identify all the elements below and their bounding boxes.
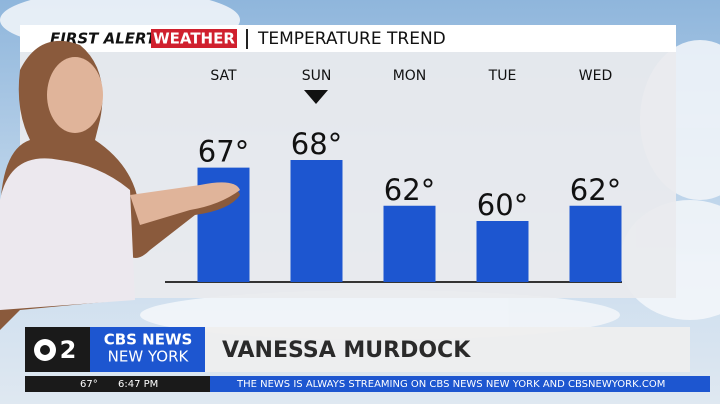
day-label: TUE (488, 68, 517, 84)
ticker-temperature: 67° (80, 379, 98, 390)
badge-box (151, 29, 237, 48)
network-box (90, 327, 205, 372)
badge: WEATHER (153, 30, 235, 48)
today-marker (304, 90, 328, 104)
divider (246, 29, 248, 49)
ticker-text: THE NEWS IS ALWAYS STREAMING ON CBS NEWS… (236, 379, 665, 390)
bar (569, 205, 622, 282)
bar (383, 205, 436, 282)
value-label: 67° (198, 135, 249, 169)
value-label: 60° (477, 188, 528, 222)
network: CBS NEWS (104, 331, 193, 349)
brand: FIRST ALERT (50, 30, 158, 48)
day-label: MON (393, 68, 427, 84)
channel: 2 (60, 336, 77, 364)
ticker-left (25, 376, 210, 392)
bar (290, 160, 343, 282)
bar (476, 221, 529, 282)
title: TEMPERATURE TREND (257, 29, 446, 49)
value-label: 68° (291, 127, 342, 161)
value-label: 62° (570, 173, 621, 207)
day-label: SAT (210, 68, 237, 84)
presenter-name: VANESSA MURDOCK (222, 338, 471, 363)
ticker-time: 6:47 PM (118, 379, 158, 390)
day-label: WED (579, 68, 612, 84)
presenter (0, 40, 240, 330)
value-label: 62° (384, 173, 435, 207)
day-label: SUN (302, 68, 332, 84)
ticker-bar (210, 376, 710, 392)
cbs-eye-pupil (40, 345, 50, 355)
title-bar (20, 25, 676, 52)
city: NEW YORK (108, 348, 190, 366)
